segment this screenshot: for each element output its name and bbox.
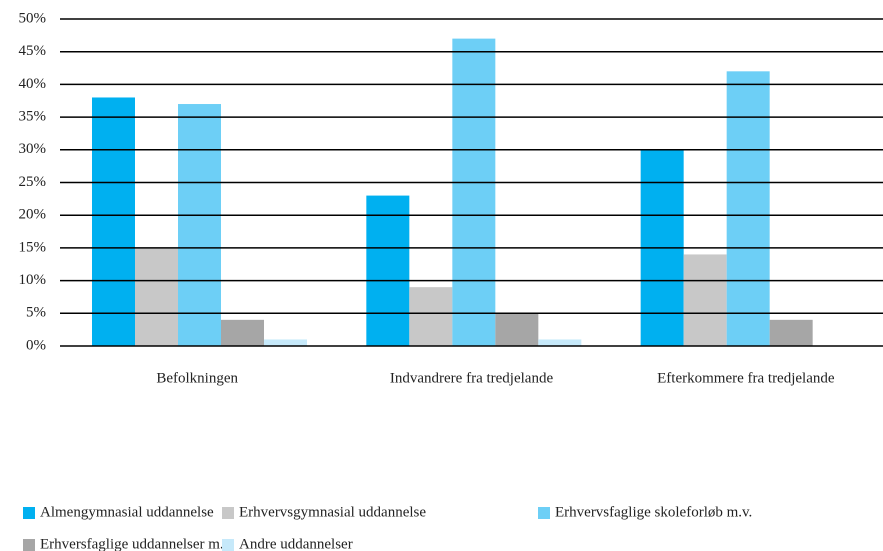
y-tick-label: 25% xyxy=(19,174,47,190)
bar xyxy=(92,97,135,346)
legend-swatch xyxy=(23,539,35,551)
legend-label: Erhvervsfaglige skoleforløb m.v. xyxy=(555,504,752,520)
legend-label: Erhversfaglige uddannelser m.v. xyxy=(40,536,234,551)
y-tick-label: 10% xyxy=(19,272,47,288)
bar xyxy=(221,319,264,346)
x-tick-label: Befolkningen xyxy=(156,370,238,386)
y-tick-label: 20% xyxy=(19,207,47,223)
x-tick-label: Indvandrere fra tredjelande xyxy=(390,370,554,386)
y-tick-label: 5% xyxy=(26,305,46,321)
bar xyxy=(452,38,496,347)
bar xyxy=(726,71,770,346)
legend-label: Andre uddannelser xyxy=(239,536,353,551)
y-tick-label: 0% xyxy=(26,337,46,353)
bar xyxy=(264,339,307,346)
legend-label: Almengymnasial uddannelse xyxy=(40,504,214,520)
bar xyxy=(409,287,453,346)
y-tick-label: 50% xyxy=(19,10,47,26)
y-tick-label: 35% xyxy=(19,109,47,125)
bar xyxy=(683,254,727,346)
bar xyxy=(538,339,582,346)
bar xyxy=(495,313,539,346)
legend-swatch xyxy=(222,539,234,551)
y-tick-label: 45% xyxy=(19,43,47,59)
bar xyxy=(178,104,221,347)
legend-label: Erhvervsgymnasial uddannelse xyxy=(239,504,426,520)
y-tick-label: 30% xyxy=(19,141,47,157)
x-tick-label: Efterkommere fra tredjelande xyxy=(657,370,835,386)
legend-swatch xyxy=(538,507,550,519)
bar xyxy=(135,247,178,346)
y-tick-label: 40% xyxy=(19,76,47,92)
legend-swatch xyxy=(23,507,35,519)
bar xyxy=(366,195,410,346)
bar xyxy=(769,319,813,346)
legend-swatch xyxy=(222,507,234,519)
y-tick-label: 15% xyxy=(19,239,47,255)
